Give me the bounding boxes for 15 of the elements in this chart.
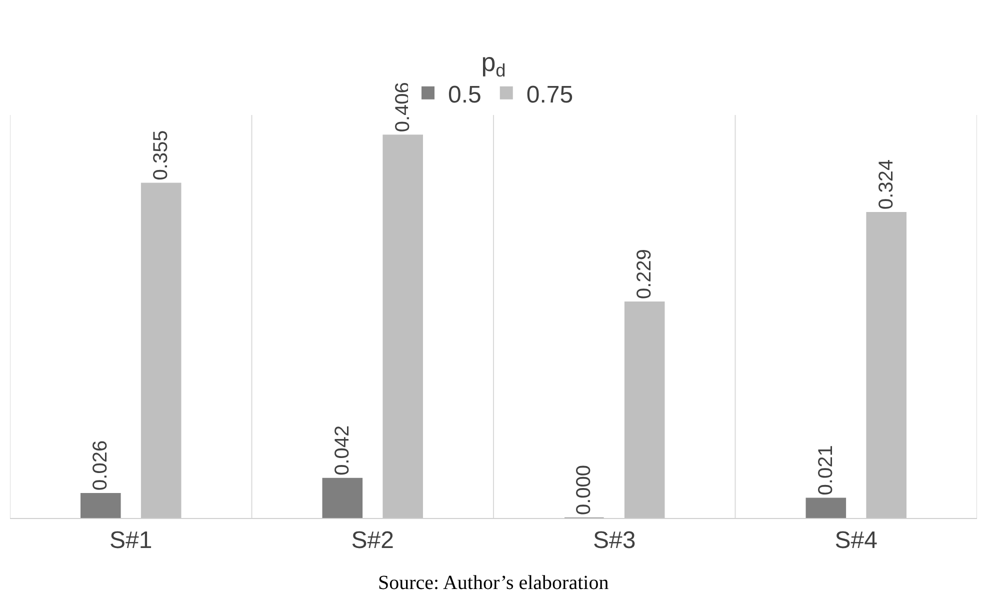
- x-tick-label: S#3: [593, 526, 636, 554]
- data-label: 0.355: [150, 130, 172, 180]
- data-label: 0.026: [90, 440, 112, 490]
- x-tick-label: S#4: [834, 526, 878, 554]
- x-tick-label: S#1: [110, 526, 152, 554]
- legend-title: p$_{d}$: [481, 46, 506, 80]
- x-tick-label: S#2: [351, 526, 394, 554]
- data-label: 0.229: [634, 248, 656, 300]
- data-label: 0.042: [331, 425, 354, 476]
- legend-label: 0.75: [526, 81, 574, 108]
- legend-label: 0.5: [448, 81, 482, 108]
- data-label: 0.000: [573, 464, 596, 515]
- source-note: Source: Author’s elaboration: [378, 572, 609, 594]
- data-label: 0.324: [875, 159, 898, 210]
- data-label: 0.021: [814, 445, 837, 496]
